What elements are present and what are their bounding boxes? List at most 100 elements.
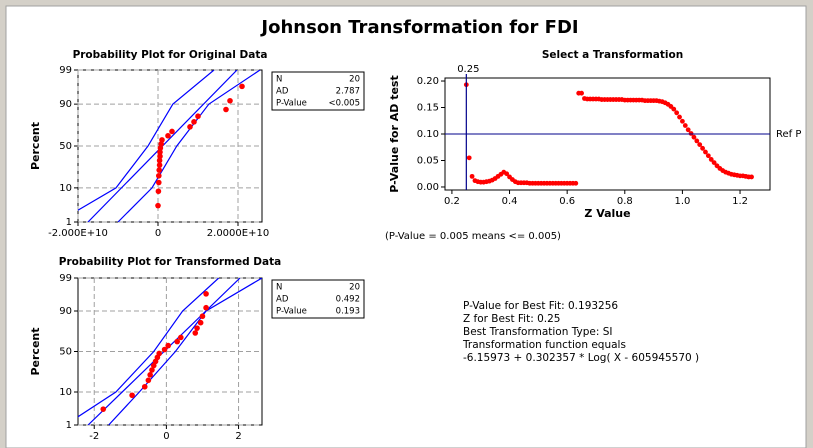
chart-title: Probability Plot for Original Data <box>73 49 268 61</box>
data-point <box>697 142 703 147</box>
data-point <box>187 124 193 130</box>
data-point <box>688 131 694 136</box>
y-axis-label: Percent <box>29 327 42 375</box>
data-point <box>573 180 579 186</box>
x-tick-label: 0.4 <box>502 196 518 207</box>
stats-box <box>271 71 365 111</box>
x-tick-label: 0.8 <box>617 196 633 207</box>
x-tick-label: 2.0000E+10 <box>207 228 269 239</box>
data-point <box>159 137 165 143</box>
stats-value: 20 <box>349 75 360 85</box>
ci-upper <box>117 70 261 222</box>
data-point <box>141 383 148 390</box>
best-fit-info: P-Value for Best Fit: 0.193256 <box>463 300 618 312</box>
ci-lower <box>78 278 220 418</box>
data-point <box>239 83 245 90</box>
data-point <box>155 202 161 209</box>
x-tick-label: -2 <box>89 431 99 442</box>
data-point <box>100 406 107 412</box>
data-point <box>191 119 197 125</box>
best-fit-info: Best Transformation Type: SI <box>463 326 612 338</box>
stats-box <box>271 279 365 319</box>
y-axis-label: P-Value for AD test <box>388 75 401 192</box>
x-tick-label: -2.000E+10 <box>48 228 108 239</box>
best-fit-info: Z for Best Fit: 0.25 <box>463 313 560 325</box>
data-point <box>711 160 717 166</box>
data-point <box>147 372 153 378</box>
x-tick-label: 2 <box>235 431 241 442</box>
data-point <box>691 134 697 140</box>
y-axis-label: Percent <box>29 122 42 170</box>
data-point <box>671 106 677 112</box>
y-tick-label: 1 <box>66 420 72 431</box>
data-point <box>705 153 711 159</box>
data-point <box>680 118 685 124</box>
data-point <box>194 325 200 331</box>
data-point <box>466 155 472 161</box>
data-point <box>149 367 155 373</box>
best-fit-info: Transformation function equals <box>462 339 626 351</box>
stats-label: P-Value <box>276 99 307 109</box>
data-point <box>156 172 162 179</box>
data-point <box>749 174 754 180</box>
ci-lower <box>78 70 215 211</box>
stats-value: 0.193 <box>336 307 360 317</box>
data-point <box>150 362 157 369</box>
data-point <box>197 319 204 326</box>
x-tick-label: 0.2 <box>444 196 460 207</box>
data-point <box>145 377 152 384</box>
note: (P-Value = 0.005 means <= 0.005) <box>385 231 561 242</box>
data-point <box>227 97 233 104</box>
data-point <box>157 153 163 160</box>
graph-title: Johnson Transformation for FDI <box>259 17 578 38</box>
data-point <box>155 188 162 195</box>
y-tick-label: 0.00 <box>417 182 439 193</box>
data-point <box>156 162 163 168</box>
x-tick-label: 1.2 <box>732 196 748 207</box>
data-point <box>677 114 682 120</box>
data-point <box>174 338 181 345</box>
y-tick-label: 99 <box>59 65 72 76</box>
data-point <box>469 173 475 179</box>
data-point <box>685 127 691 133</box>
stats-label: N <box>276 75 282 85</box>
ci-upper <box>108 278 262 425</box>
y-tick-label: 50 <box>59 347 72 358</box>
data-point <box>169 128 175 135</box>
stats-label: AD <box>276 295 289 305</box>
data-point <box>156 350 162 357</box>
data-point <box>192 330 199 336</box>
data-point <box>579 90 584 96</box>
y-tick-label: 90 <box>59 99 72 110</box>
data-point <box>203 291 209 297</box>
stats-label: N <box>276 283 282 293</box>
data-point <box>674 110 680 116</box>
data-point <box>129 392 135 399</box>
data-point <box>157 149 163 155</box>
data-point <box>161 346 168 353</box>
data-point <box>156 179 162 186</box>
data-point <box>165 342 171 349</box>
data-point <box>694 138 700 144</box>
stats-value: 0.492 <box>336 295 360 305</box>
x-tick-label: 1.0 <box>674 196 690 207</box>
y-tick-label: 99 <box>59 273 72 284</box>
data-point <box>504 171 510 177</box>
y-tick-label: 0.20 <box>417 76 439 87</box>
y-tick-label: 10 <box>59 387 72 398</box>
data-point <box>203 304 209 311</box>
stats-value: 20 <box>349 283 360 293</box>
y-tick-label: 0.15 <box>417 103 439 114</box>
y-tick-label: 10 <box>59 183 72 194</box>
ref-line-label: Ref P <box>776 129 801 140</box>
y-tick-label: 1 <box>66 217 72 228</box>
data-point <box>178 334 184 341</box>
y-tick-label: 90 <box>59 306 72 317</box>
stats-value: 2.787 <box>336 87 360 97</box>
data-point <box>165 132 171 139</box>
best-z-label: 0.25 <box>457 64 479 75</box>
plot-content <box>463 82 754 186</box>
data-point <box>708 157 714 162</box>
x-tick-label: 0.6 <box>559 196 575 207</box>
